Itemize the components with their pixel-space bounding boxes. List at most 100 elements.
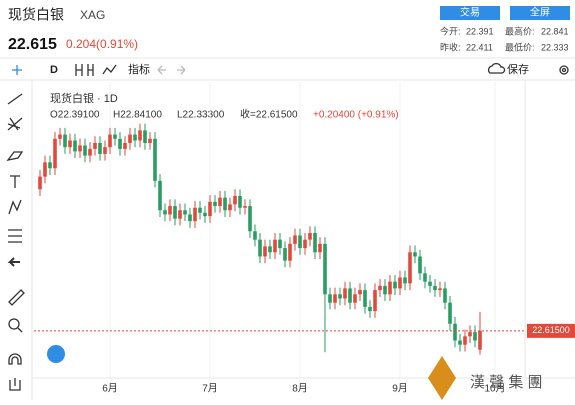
candle-body bbox=[168, 206, 172, 215]
candle-body bbox=[213, 201, 217, 207]
candle-body bbox=[188, 214, 192, 222]
candle-body bbox=[58, 134, 62, 139]
indicators-button[interactable]: 指标 bbox=[128, 62, 150, 76]
candle-body bbox=[38, 176, 42, 190]
candle-body bbox=[113, 134, 117, 139]
candle-body bbox=[368, 306, 372, 312]
legend-open: O22.39100 bbox=[50, 110, 100, 121]
stat-value: 22.333 bbox=[541, 42, 569, 52]
candle-body bbox=[198, 207, 202, 213]
candle-body bbox=[283, 248, 287, 261]
candle-body bbox=[288, 243, 292, 261]
legend-high: H22.84100 bbox=[113, 110, 162, 121]
candle-body bbox=[268, 246, 272, 253]
stat-label: 昨收: bbox=[440, 41, 461, 52]
candle-body bbox=[383, 285, 387, 295]
candle-body bbox=[193, 207, 197, 222]
candle-body bbox=[228, 204, 232, 211]
candle-body bbox=[83, 145, 87, 156]
candle-body bbox=[298, 235, 302, 249]
candle-body bbox=[318, 243, 322, 253]
candle-body bbox=[413, 252, 417, 257]
candle-body bbox=[178, 210, 182, 219]
candle-body bbox=[93, 143, 97, 149]
candle-body bbox=[78, 145, 82, 152]
price-change: 0.204(0.91%) bbox=[66, 37, 138, 51]
logo-badge bbox=[47, 345, 65, 363]
legend-close: 收=22.61500 bbox=[240, 108, 298, 121]
legend-change: +0.20400 (+0.91%) bbox=[313, 110, 399, 121]
candle-body bbox=[143, 130, 147, 143]
candle-body bbox=[203, 212, 207, 217]
candle-body bbox=[428, 281, 432, 286]
candle-body bbox=[208, 201, 212, 217]
trade-button-label[interactable]: 交易 bbox=[460, 6, 480, 19]
candle-body bbox=[273, 239, 277, 253]
candle-body bbox=[103, 147, 107, 154]
candle-body bbox=[148, 138, 152, 143]
candle-body bbox=[453, 323, 457, 341]
fullscreen-button-label[interactable]: 全屏 bbox=[530, 6, 550, 19]
candle-body bbox=[323, 243, 327, 295]
fullscreen-button[interactable] bbox=[510, 6, 570, 20]
x-tick-label: 9月 bbox=[392, 383, 408, 395]
x-tick-label: 6月 bbox=[102, 383, 118, 395]
candle-body bbox=[163, 210, 167, 215]
save-button[interactable]: 保存 bbox=[507, 62, 529, 76]
stat-value: 22.391 bbox=[466, 26, 494, 36]
candle-body bbox=[333, 294, 337, 303]
candle-body bbox=[88, 148, 92, 156]
candle-body bbox=[443, 288, 447, 303]
candle-body bbox=[118, 138, 122, 149]
stat-value: 22.411 bbox=[466, 42, 493, 52]
candle-body bbox=[463, 336, 467, 345]
candle-body bbox=[253, 231, 257, 240]
candle-body bbox=[153, 138, 157, 181]
candle-body bbox=[73, 140, 77, 152]
interval-button[interactable]: D bbox=[50, 64, 58, 76]
trade-button[interactable] bbox=[440, 6, 500, 20]
candle-body bbox=[173, 206, 177, 219]
stat-label: 最低价: bbox=[505, 41, 535, 52]
candle-body bbox=[138, 130, 142, 141]
x-tick-label: 8月 bbox=[292, 383, 308, 395]
watermark: 漢 聲 集 團 bbox=[470, 374, 543, 391]
candle-body bbox=[328, 294, 332, 303]
candle-body bbox=[108, 134, 112, 148]
candle-body bbox=[278, 239, 282, 249]
candle-body bbox=[248, 206, 252, 232]
candle-body bbox=[258, 239, 262, 257]
candle-body bbox=[438, 288, 442, 291]
candle-body bbox=[408, 252, 412, 284]
instrument-symbol: XAG bbox=[80, 8, 105, 22]
legend-title: 现货白银 · 1D bbox=[50, 91, 118, 105]
candle-body bbox=[433, 285, 437, 291]
candle-body bbox=[378, 285, 382, 291]
candle-body bbox=[303, 239, 307, 249]
candle-body bbox=[243, 206, 247, 208]
instrument-name: 现货白银 bbox=[8, 7, 64, 23]
candle-body bbox=[313, 232, 317, 253]
candle-body bbox=[158, 180, 162, 211]
candle-body bbox=[218, 197, 222, 207]
candle-body bbox=[418, 256, 422, 274]
candle-body bbox=[133, 134, 137, 141]
candle-body bbox=[388, 281, 392, 295]
candle-body bbox=[128, 134, 132, 143]
candle-body bbox=[183, 210, 187, 215]
candle-body bbox=[393, 281, 397, 289]
candle-body bbox=[263, 246, 267, 257]
candle-body bbox=[373, 290, 377, 312]
toolbar-icons bbox=[6, 62, 569, 391]
candle-body bbox=[53, 138, 57, 169]
candle-body bbox=[478, 330, 482, 350]
candle-body bbox=[123, 143, 127, 149]
x-tick-label: 10月 bbox=[484, 383, 505, 395]
candle-body bbox=[468, 332, 472, 337]
candle-body bbox=[338, 294, 342, 299]
candle-body bbox=[353, 294, 357, 303]
price-tag bbox=[527, 323, 575, 338]
candle-body bbox=[48, 162, 52, 169]
candle-body bbox=[423, 273, 427, 282]
